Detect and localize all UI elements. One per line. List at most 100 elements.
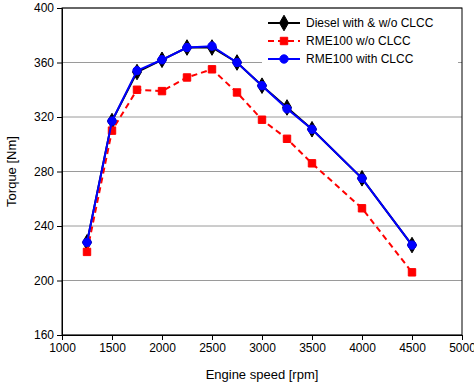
y-tick-label: 280	[34, 165, 54, 179]
y-axis-title: Torque [Nm]	[4, 136, 19, 207]
point	[308, 160, 315, 167]
y-axis-line	[57, 9, 63, 336]
x-tick-label: 2000	[149, 341, 176, 355]
y-tick-mark	[57, 63, 62, 64]
y-tick-mark	[57, 172, 62, 173]
point	[183, 40, 192, 56]
series-line	[87, 46, 412, 245]
grid	[62, 8, 462, 335]
series-line	[87, 69, 412, 272]
y-tick-mark	[57, 226, 62, 227]
x-tick: 4500	[399, 335, 426, 355]
plot-frame	[62, 8, 462, 335]
legend-marker	[280, 55, 288, 63]
y-tick-label: 160	[34, 328, 54, 342]
point	[408, 241, 416, 249]
point	[83, 248, 90, 255]
x-tick: 2500	[199, 335, 226, 355]
chart: 1000 1500 2000 2500 3000 3500 4000 4500 5000 160 2…	[0, 0, 474, 391]
legend-background	[262, 11, 458, 71]
point	[183, 43, 191, 51]
series-line	[87, 48, 412, 246]
point	[158, 52, 167, 68]
x-axis: 1000 1500 2000 2500 3000 3500 4000 4500 5000	[49, 335, 474, 355]
x-tick: 5000	[449, 335, 474, 355]
x-tick-label: 1000	[49, 341, 76, 355]
point	[183, 74, 190, 81]
x-axis-title: Engine speed [rpm]	[206, 367, 319, 382]
x-axis-line	[63, 336, 463, 341]
point	[283, 105, 291, 113]
x-tick-label: 1500	[99, 341, 126, 355]
legend-label: RME100 w/o CLCC	[306, 34, 411, 48]
point	[258, 78, 267, 94]
y-tick: 320	[34, 110, 62, 124]
point	[408, 269, 415, 276]
x-tick-mark	[362, 335, 363, 340]
point	[83, 238, 91, 246]
grid-line	[62, 280, 462, 281]
legend: Diesel with & w/o CLCC RME100 w/o CLCC RME…	[262, 11, 458, 71]
y-tick-mark	[57, 117, 62, 118]
y-tick: 360	[34, 56, 62, 70]
grid-line	[62, 171, 462, 172]
x-tick: 4000	[349, 335, 376, 355]
point	[208, 40, 217, 56]
point	[233, 89, 240, 96]
x-tick-mark	[112, 335, 113, 340]
point	[283, 100, 292, 116]
point	[158, 56, 166, 64]
x-tick: 3500	[299, 335, 326, 355]
x-tick-mark	[412, 335, 413, 340]
y-tick: 280	[34, 165, 62, 179]
y-tick-mark	[57, 8, 62, 9]
x-tick-label: 3500	[299, 341, 326, 355]
point	[233, 55, 242, 71]
y-tick: 400	[34, 1, 62, 15]
point	[283, 135, 290, 142]
x-tick-label: 3000	[249, 341, 276, 355]
point	[133, 66, 141, 74]
y-tick-label: 200	[34, 274, 54, 288]
x-tick-mark	[212, 335, 213, 340]
grid-line	[62, 226, 462, 227]
point	[308, 125, 316, 133]
y-tick: 160	[34, 328, 62, 342]
plot: 1000 1500 2000 2500 3000 3500 4000 4500 5000 160 2…	[34, 1, 474, 354]
point	[108, 117, 116, 125]
point	[208, 42, 216, 50]
y-tick: 240	[34, 219, 62, 233]
x-tick-mark	[312, 335, 313, 340]
x-tick-label: 4000	[349, 341, 376, 355]
x-tick-label: 2500	[199, 341, 226, 355]
point	[258, 81, 266, 89]
legend-marker	[280, 15, 289, 31]
x-tick-label: 4500	[399, 341, 426, 355]
point	[133, 86, 140, 93]
x-tick: 3000	[249, 335, 276, 355]
y-tick-label: 400	[34, 1, 54, 15]
y-tick-label: 320	[34, 110, 54, 124]
x-tick-label: 5000	[449, 341, 474, 355]
x-tick-mark	[162, 335, 163, 340]
y-tick: 200	[34, 274, 62, 288]
point	[208, 66, 215, 73]
y-axis: 160 200 240 280 320 360 400	[34, 1, 63, 342]
legend-entry: Diesel with & w/o CLCC	[268, 15, 434, 31]
point	[308, 121, 317, 137]
point	[258, 116, 265, 123]
data-area	[83, 40, 417, 276]
y-tick-mark	[57, 335, 62, 336]
point	[233, 58, 241, 66]
y-tick-label: 240	[34, 219, 54, 233]
x-tick-mark	[462, 335, 463, 340]
point	[158, 87, 165, 94]
x-tick: 2000	[149, 335, 176, 355]
point	[358, 174, 366, 182]
legend-entry: RME100 w/o CLCC	[268, 34, 411, 48]
y-tick-label: 360	[34, 56, 54, 70]
legend-label: RME100 with CLCC	[306, 52, 414, 66]
legend-entry: RME100 with CLCC	[268, 52, 414, 66]
x-tick: 1500	[99, 335, 126, 355]
x-tick-mark	[262, 335, 263, 340]
